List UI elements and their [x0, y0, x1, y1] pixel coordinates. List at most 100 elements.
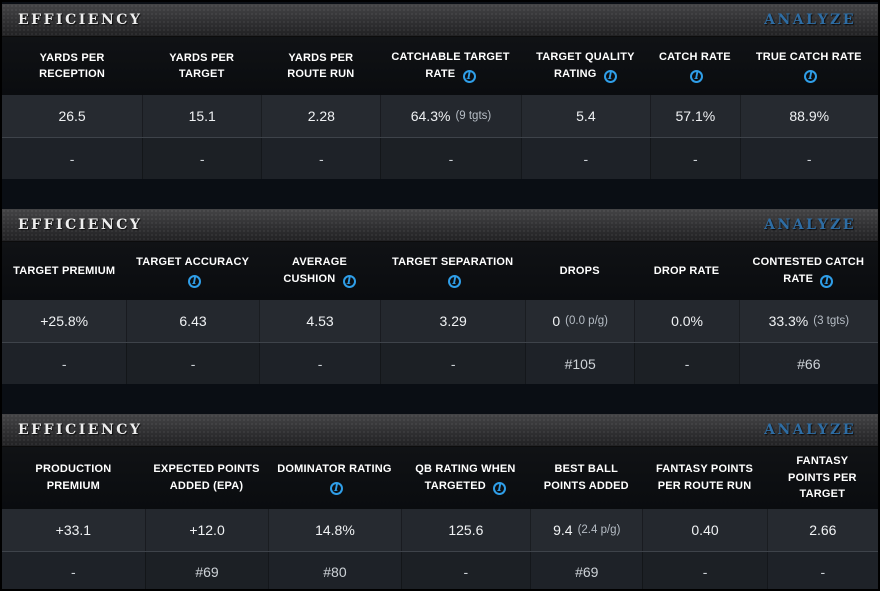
stat-value: 14.8%	[315, 521, 355, 538]
efficiency-tables-container: EFFICIENCY ANALYZE YARDS PER RECEPTION YARD…	[2, 4, 878, 589]
stat-rank-cell: #66	[738, 343, 878, 384]
column-header-text: DOMINATOR RATING	[277, 463, 392, 475]
panel-title: EFFICIENCY	[18, 12, 143, 28]
stat-rank-cell: -	[2, 551, 145, 589]
stat-rank-cell: #105	[524, 343, 635, 384]
stat-value-cell: 0.0%	[634, 300, 739, 342]
stat-value: 0	[552, 313, 561, 329]
stat-value-cell: 0 (0.0 p/g)	[524, 300, 635, 342]
stats-rank-row: - - - - #105 - #66	[2, 342, 878, 384]
stats-rank-row: - #69 #80 - #69 - -	[2, 550, 878, 589]
stats-value-row: +33.1 +12.0 14.8% 125.6 9.4 (2.4 p/g) 0.40 2.66	[2, 508, 878, 551]
column-header: DOMINATOR RATING i	[268, 447, 400, 509]
stat-rank: -	[450, 355, 456, 372]
column-header-text: CATCHABLE TARGET RATE	[391, 51, 510, 80]
column-header-text: DROP RATE	[653, 264, 720, 277]
analyze-link[interactable]: ANALYZE	[764, 12, 856, 28]
stat-value-cell: 6.43	[126, 300, 259, 342]
stat-value-cell: 15.1	[142, 95, 262, 137]
stat-rank: -	[69, 150, 75, 167]
info-icon[interactable]: i	[690, 69, 704, 83]
column-header: CONTESTED CATCH RATE i	[739, 242, 878, 300]
stat-value: 9.4	[553, 521, 573, 538]
stat-rank: -	[319, 150, 324, 167]
info-icon[interactable]: i	[188, 274, 202, 288]
efficiency-panel-1: EFFICIENCY ANALYZE YARDS PER RECEPTION YARD…	[2, 4, 878, 179]
column-header-text: YARDS PER TARGET	[169, 51, 235, 81]
stat-value: 3.29	[439, 313, 467, 329]
column-header-text: QB RATING WHEN TARGETED	[415, 463, 516, 492]
column-header: FANTASY POINTS PER ROUTE RUN	[642, 447, 766, 509]
efficiency-panel-2: EFFICIENCY ANALYZE TARGET PREMIUM TARGET AC…	[2, 209, 878, 384]
stat-rank-cell: -	[142, 138, 262, 179]
column-header-text: FANTASY POINTS PER ROUTE RUN	[655, 463, 754, 492]
info-icon[interactable]: i	[603, 69, 617, 83]
column-header-label: EXPECTED POINTS ADDED (EPA)	[153, 461, 261, 494]
stat-rank-cell: #69	[530, 551, 643, 589]
column-header-label: TARGET QUALITY RATING i	[529, 49, 643, 83]
stat-rank: -	[199, 150, 205, 167]
stat-rank-cell: -	[766, 551, 878, 589]
stat-value: +33.1	[55, 521, 92, 538]
stat-value: +12.0	[189, 521, 225, 538]
stat-value: 64.3%	[410, 108, 451, 124]
column-header: DROP RATE	[634, 242, 738, 300]
stat-rank-cell: -	[634, 343, 739, 384]
stat-rank: -	[583, 150, 589, 167]
column-header-text: TARGET PREMIUM	[13, 264, 116, 277]
stat-value-cell: 57.1%	[650, 95, 740, 137]
stat-value-cell: +25.8%	[2, 300, 127, 342]
stat-rank-cell: -	[126, 343, 259, 384]
stat-rank: -	[61, 355, 67, 372]
info-icon[interactable]: i	[448, 274, 462, 288]
column-header-label: DOMINATOR RATING i	[276, 461, 392, 495]
column-header-text: YARDS PER RECEPTION	[39, 51, 106, 81]
column-header-label: DROPS	[560, 263, 600, 280]
column-header: CATCHABLE TARGET RATE i	[380, 37, 520, 95]
column-header-text: PRODUCTION PREMIUM	[35, 463, 112, 492]
stat-rank-cell: -	[2, 138, 143, 179]
column-header-label: DROP RATE	[654, 263, 720, 280]
stat-value: 125.6	[448, 521, 484, 538]
stat-rank-cell: -	[400, 551, 531, 589]
stat-value-cell: 88.9%	[739, 95, 878, 137]
stat-rank-cell: -	[642, 551, 767, 589]
stat-rank: -	[702, 564, 708, 580]
stat-value: 4.53	[306, 313, 334, 329]
stat-value-cell: 125.6	[400, 508, 531, 551]
stat-value: 57.1%	[675, 108, 716, 124]
info-icon[interactable]: i	[804, 69, 818, 83]
column-header-label: CONTESTED CATCH RATE i	[747, 254, 870, 288]
column-header: YARDS PER RECEPTION	[2, 37, 142, 95]
column-header-text: TARGET QUALITY RATING	[536, 51, 635, 80]
panel-title: EFFICIENCY	[18, 217, 143, 233]
info-icon[interactable]: i	[493, 481, 507, 495]
stat-rank: -	[448, 150, 454, 167]
stat-value-cell: 0.40	[642, 508, 767, 551]
stat-value: +25.8%	[40, 313, 89, 329]
stat-rank-cell: #80	[268, 551, 401, 589]
stat-rank-cell: -	[261, 138, 381, 179]
stat-value-cell: 14.8%	[268, 508, 401, 551]
column-header-label: YARDS PER ROUTE RUN	[269, 50, 372, 83]
info-icon[interactable]: i	[820, 274, 834, 288]
info-icon[interactable]: i	[342, 274, 356, 288]
analyze-link[interactable]: ANALYZE	[764, 217, 856, 233]
stat-value-cell: 64.3% (9 tgts)	[380, 95, 521, 137]
column-header-text: CONTESTED CATCH RATE	[752, 256, 865, 285]
stat-value-detail: (3 tgts)	[813, 315, 850, 327]
stat-value-cell: +33.1	[2, 508, 145, 551]
column-header-label: BEST BALL POINTS ADDED	[538, 461, 634, 494]
stat-value-cell: 9.4 (2.4 p/g)	[530, 508, 643, 551]
analyze-link[interactable]: ANALYZE	[764, 422, 856, 438]
column-header-row: TARGET PREMIUM TARGET ACCURACY i AVERAGE C…	[2, 242, 878, 300]
stat-value: 6.43	[179, 313, 207, 329]
stats-value-row: 26.5 15.1 2.28 64.3% (9 tgts) 5.4 57.1% 88.9%	[2, 95, 878, 137]
info-icon[interactable]: i	[329, 481, 343, 495]
column-header-row: PRODUCTION PREMIUM EXPECTED POINTS ADDED …	[2, 447, 878, 509]
info-icon[interactable]: i	[462, 69, 476, 83]
column-header: TRUE CATCH RATE i	[740, 37, 878, 95]
column-header: TARGET SEPARATION i	[380, 242, 525, 300]
stat-value-cell: 2.28	[261, 95, 381, 137]
column-header-label: AVERAGE CUSHION i	[267, 254, 373, 288]
